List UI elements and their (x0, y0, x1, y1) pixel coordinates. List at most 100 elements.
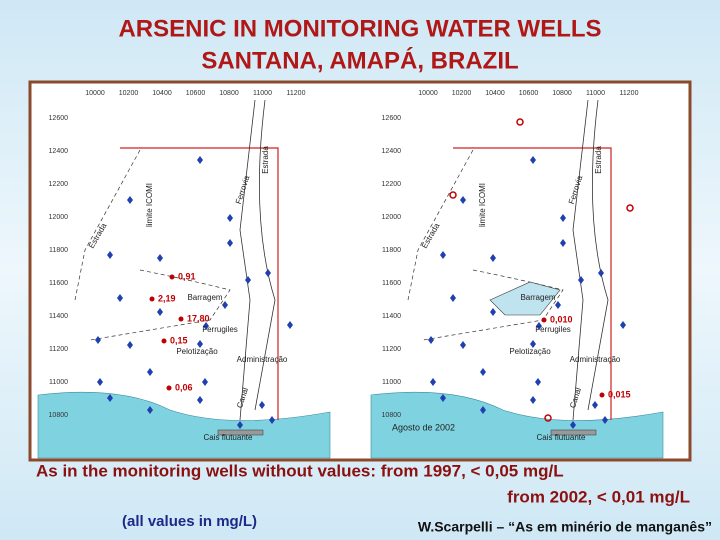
well (535, 378, 541, 386)
well (202, 378, 208, 386)
well (440, 251, 446, 259)
y-tick-label: 12600 (382, 115, 402, 122)
well (530, 396, 536, 404)
x-tick-label: 10400 (485, 90, 505, 97)
maps: 10000 10200 10400 10600 10800 11000 11200 12600… (37, 90, 664, 459)
dam-area (489, 281, 561, 316)
well (197, 396, 203, 404)
well (203, 322, 209, 330)
place-label: Cais flutuante (537, 433, 586, 442)
y-tick-label: 12600 (49, 115, 69, 122)
pier (217, 429, 264, 436)
y-tick-label: 10800 (382, 412, 402, 419)
x-tick-label: 10600 (186, 90, 206, 97)
well (287, 321, 293, 329)
sample-well (541, 317, 547, 323)
credit: W.Scarpelli – “As em minério de manganês… (418, 519, 712, 535)
well (237, 421, 243, 429)
footer-note: from 2002, < 0,01 mg/L (507, 487, 690, 506)
place-label: Ferrugiles (535, 325, 571, 334)
well (127, 196, 133, 204)
well (157, 254, 163, 262)
well (127, 341, 133, 349)
well (602, 416, 608, 424)
x-tick-label: 11000 (586, 90, 605, 97)
well (147, 368, 153, 376)
x-tick-label: 10800 (552, 90, 572, 97)
well (578, 276, 584, 284)
x-tick-label: 10800 (219, 90, 239, 97)
y-tick-label: 11400 (382, 313, 401, 320)
well (197, 156, 203, 164)
place-label: Barragem (520, 293, 555, 302)
y-tick-label: 11200 (382, 346, 401, 353)
sample-value: 0,010 (550, 314, 573, 324)
well (107, 251, 113, 259)
x-tick-label: 10600 (519, 90, 539, 97)
well (460, 196, 466, 204)
well (265, 269, 271, 277)
sea (37, 391, 331, 459)
title: SANTANA, AMAPÁ, BRAZIL (201, 46, 518, 74)
place-label: Administração (570, 355, 621, 364)
sample-value: 0,06 (175, 382, 193, 392)
sample-value: 17,80 (187, 313, 210, 323)
well (245, 276, 251, 284)
well (536, 322, 542, 330)
survey-date: Agosto de 2002 (392, 422, 455, 432)
well (460, 341, 466, 349)
place-label: Pelotização (176, 347, 218, 356)
sample-well (161, 338, 167, 344)
sample-value: 2,19 (158, 293, 176, 303)
well (530, 340, 536, 348)
y-tick-label: 10800 (49, 412, 69, 419)
place-label: Estrada (261, 146, 270, 174)
map: 10000 10200 10400 10600 10800 11000 11200 12600… (37, 90, 331, 459)
pier (550, 429, 597, 436)
well (197, 340, 203, 348)
y-tick-label: 11800 (382, 247, 401, 254)
well (227, 239, 233, 247)
well (222, 301, 228, 309)
well (428, 336, 434, 344)
place-label: Estrada (594, 146, 603, 174)
x-tick-label: 10200 (119, 90, 139, 97)
place-label: limite ICOMI (145, 183, 154, 227)
y-tick-label: 12000 (382, 214, 402, 221)
well (490, 308, 496, 316)
well (269, 416, 275, 424)
icomi-limit (120, 147, 279, 420)
y-tick-label: 11800 (49, 247, 68, 254)
well (480, 406, 486, 414)
well (107, 394, 113, 402)
place-label: Barragem (187, 293, 222, 302)
y-tick-label: 12200 (49, 181, 69, 188)
place-label: Administração (237, 355, 288, 364)
well (570, 421, 576, 429)
place-label: limite ICOMI (478, 183, 487, 227)
map: 10000 10200 10400 10600 10800 11000 11200 12600… (370, 90, 664, 459)
railway (587, 99, 609, 411)
y-tick-label: 12000 (49, 214, 69, 221)
y-tick-label: 11200 (49, 346, 68, 353)
well (592, 401, 598, 409)
y-tick-label: 12200 (382, 181, 402, 188)
icomi-limit (453, 147, 612, 420)
road (572, 99, 589, 421)
sample-value: 0,015 (608, 389, 631, 399)
well (227, 214, 233, 222)
sample-value: 0,15 (170, 335, 188, 345)
well (490, 254, 496, 262)
well (555, 301, 561, 309)
units-note: (all values in mg/L) (122, 513, 257, 530)
well (530, 156, 536, 164)
sample-well (149, 296, 155, 302)
boundary (74, 149, 231, 341)
place-label: Ferrugiles (202, 325, 238, 334)
well (430, 378, 436, 386)
road (239, 99, 256, 421)
y-tick-label: 12400 (49, 148, 69, 155)
well (117, 294, 123, 302)
x-tick-label: 10000 (85, 90, 105, 97)
